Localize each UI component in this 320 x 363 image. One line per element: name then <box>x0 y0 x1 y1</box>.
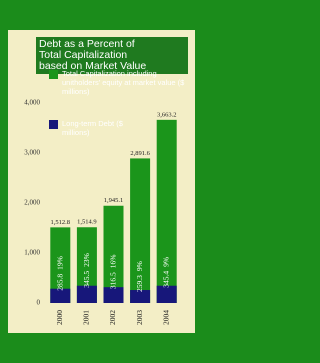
bar <box>76 227 97 303</box>
debt-label: 345.4 9% <box>161 257 170 288</box>
bar <box>130 290 151 303</box>
debt-percent-label: 23% <box>82 253 91 267</box>
chart-title: Debt as a Percent of Total Capitalizatio… <box>36 37 188 74</box>
debt-value-label: 285.8 <box>55 274 64 291</box>
page: 0 1,000 2,000 3,000 4,000 1,512.8 285.8 19% 2000… <box>8 30 195 333</box>
debt-percent-label: 9% <box>135 261 144 271</box>
debt-label: 316.5 16% <box>108 255 117 290</box>
value-label: 1,514.9 <box>77 219 97 226</box>
legend-label: Long-term Debt ($ millions) <box>62 119 123 137</box>
y-tick-label: 1,000 <box>24 249 40 257</box>
value-label: 2,891.6 <box>130 150 150 157</box>
debt-percent-label: 19% <box>55 256 64 270</box>
value-label: 3,663.2 <box>157 111 177 118</box>
debt-value-label: 259.3 <box>135 275 144 292</box>
debt-label: 345.5 23% <box>82 253 91 288</box>
title-line: based on Market Value <box>39 60 147 72</box>
title-line: Total Capitalization <box>39 49 128 61</box>
y-tick-label: 0 <box>37 299 41 307</box>
y-tick-label: 3,000 <box>24 149 40 157</box>
bar <box>50 288 71 303</box>
debt-label: 285.8 19% <box>55 256 64 291</box>
bar <box>156 285 177 303</box>
bar <box>130 158 151 303</box>
debt-label: 259.3 9% <box>135 261 144 292</box>
x-tick-label: 2004 <box>161 310 170 325</box>
legend-swatch <box>49 120 58 129</box>
x-tick-label: 2001 <box>82 310 91 325</box>
debt-value-label: 316.5 <box>108 272 117 289</box>
y-tick-label: 4,000 <box>24 99 40 107</box>
y-tick-label: 2,000 <box>24 199 40 207</box>
bar <box>156 119 177 303</box>
legend-label: Total Capitalization including unitholde… <box>62 69 185 96</box>
x-tick-label: 2002 <box>108 310 117 325</box>
debt-value-label: 345.4 <box>161 271 170 288</box>
title-line: Debt as a Percent of <box>39 38 135 50</box>
value-label: 1,945.1 <box>104 197 124 204</box>
bar <box>76 285 97 303</box>
debt-percent-label: 9% <box>161 257 170 267</box>
value-label: 1,512.8 <box>51 219 71 226</box>
chart: 0 1,000 2,000 3,000 4,000 1,512.8 285.8 19% 2000… <box>8 30 195 333</box>
debt-value-label: 345.5 <box>82 271 91 288</box>
debt-percent-label: 16% <box>108 255 117 269</box>
legend-swatch <box>49 70 58 79</box>
bar <box>103 287 124 303</box>
x-tick-label: 2003 <box>135 310 144 325</box>
x-tick-label: 2000 <box>55 310 64 325</box>
bar <box>103 205 124 303</box>
bar <box>50 227 71 303</box>
